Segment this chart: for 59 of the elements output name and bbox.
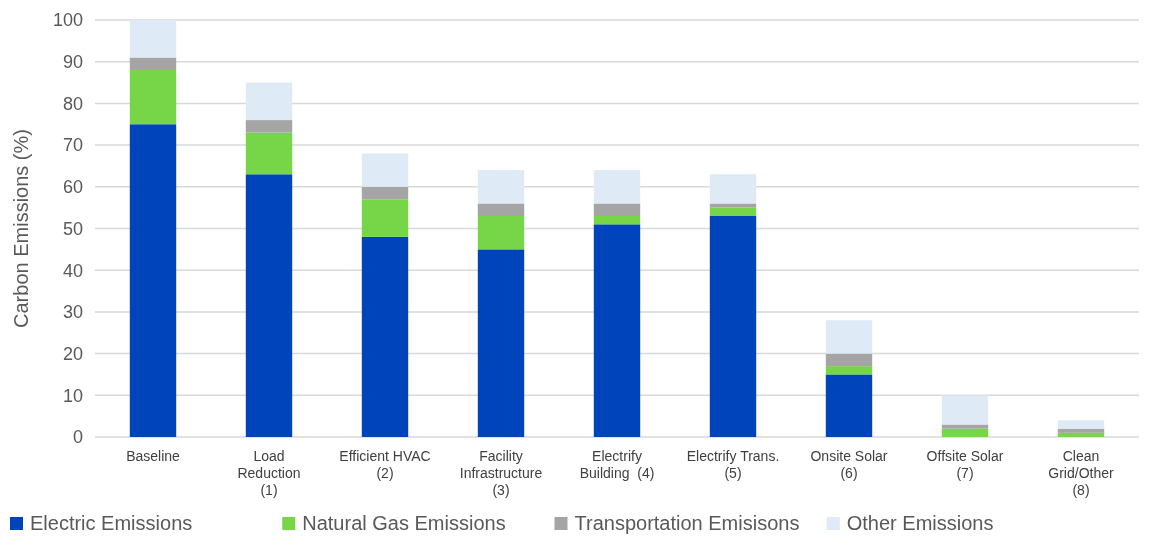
bar: [709, 174, 757, 204]
legend-label: Other Emissions: [846, 512, 994, 534]
bar: [1057, 420, 1105, 429]
bar: [245, 174, 293, 437]
bar: [129, 124, 177, 437]
bar: [825, 366, 873, 375]
y-tick-label: 30: [62, 302, 83, 323]
x-tick-label: Onsite Solar (6): [810, 448, 888, 481]
bar: [593, 170, 641, 204]
bar: [941, 395, 989, 425]
y-tick-label: 20: [62, 343, 83, 364]
x-tick-label: Baseline: [126, 448, 181, 464]
bar: [593, 215, 641, 225]
bar: [129, 20, 177, 58]
bar: [593, 224, 641, 437]
bar: [129, 70, 177, 125]
x-tick-label: Facility Infrastructure (3): [459, 448, 543, 498]
bar: [709, 215, 757, 437]
y-tick-label: 80: [62, 93, 83, 114]
bar: [477, 170, 525, 204]
y-tick-label: 40: [62, 260, 83, 281]
y-tick-label: 10: [62, 385, 83, 406]
bar: [477, 249, 525, 437]
y-tick-label: 100: [52, 10, 83, 31]
bar: [825, 374, 873, 437]
x-tick-label: Clean Grid/Other (8): [1048, 448, 1115, 498]
y-tick-label: 0: [72, 427, 83, 448]
bar: [477, 203, 525, 216]
x-tick-label: Electrify Building (4): [579, 448, 655, 481]
y-axis-title: Carbon Emissions (%): [10, 129, 32, 328]
legend-label: Electric Emissions: [30, 512, 193, 534]
bar: [825, 353, 873, 367]
bar: [245, 82, 293, 121]
bar: [245, 120, 293, 133]
bar: [1057, 428, 1105, 433]
y-tick-label: 90: [62, 52, 83, 72]
legend-label: Transportation Emisisons: [574, 512, 800, 534]
bar: [825, 320, 873, 354]
bar: [477, 215, 525, 250]
bar: [593, 203, 641, 216]
bar: [709, 207, 757, 216]
bar: [361, 199, 409, 237]
bar: [245, 132, 293, 175]
bar: [941, 424, 989, 429]
bar: [1057, 432, 1105, 437]
bar: [941, 428, 989, 437]
bar: [129, 57, 177, 71]
bar: [709, 203, 757, 208]
y-tick-label: 60: [62, 177, 83, 198]
y-tick-label: 50: [62, 218, 83, 239]
y-tick-label: 70: [62, 135, 83, 156]
bar: [361, 236, 409, 437]
legend-label: Natural Gas Emissions: [302, 512, 506, 534]
x-tick-label: Load Reduction (1): [237, 448, 301, 498]
bar: [361, 186, 409, 200]
x-tick-label: Offsite Solar (7): [926, 448, 1004, 481]
x-tick-label: Efficient HVAC (2): [339, 448, 431, 481]
x-tick-label: Electrify Trans. (5): [686, 448, 780, 481]
bar: [361, 153, 409, 187]
